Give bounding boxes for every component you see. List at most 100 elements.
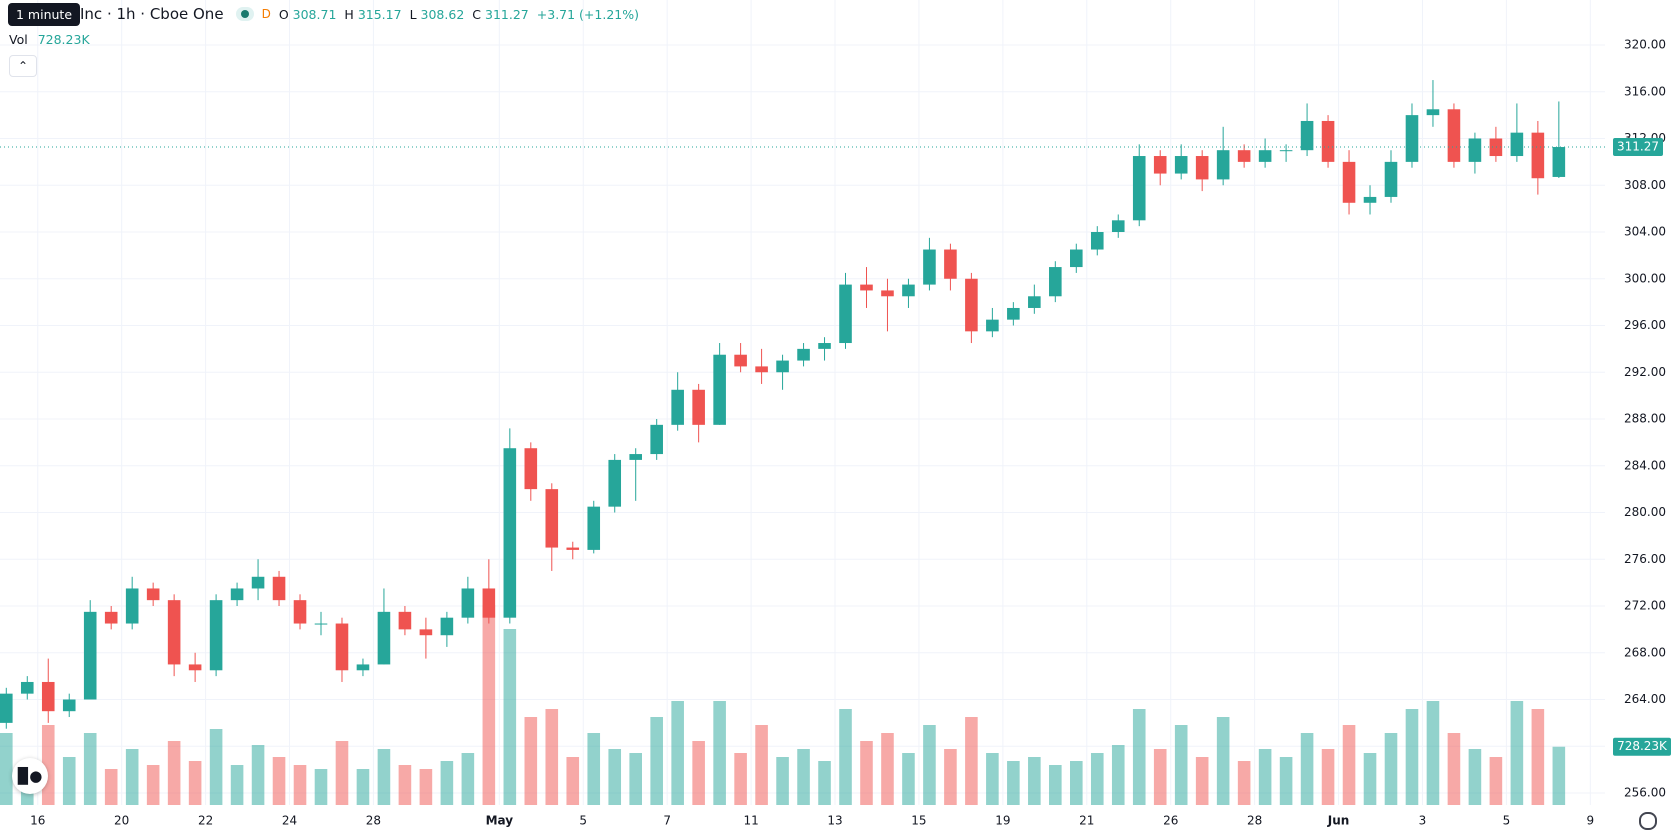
x-tick-label: 21: [1079, 814, 1094, 828]
volume-bar: [755, 725, 768, 805]
logo[interactable]: ▉●: [12, 758, 48, 794]
candle-body: [1132, 156, 1146, 221]
y-tick-label: 276.00: [1624, 552, 1666, 566]
volume-bar: [944, 749, 957, 805]
candle-body: [608, 459, 622, 507]
x-tick-label: 26: [1163, 814, 1178, 828]
volume-row: Vol 728.23K: [9, 32, 90, 47]
candle-body: [860, 284, 873, 291]
volume-bar: [818, 761, 831, 805]
collapse-button[interactable]: ⌃: [9, 55, 37, 77]
candle-body: [1216, 150, 1230, 180]
volume-bar: [104, 769, 118, 805]
candle-body: [1153, 156, 1167, 174]
volume-bar: [545, 709, 559, 805]
candle-body: [62, 699, 76, 712]
volume-bar: [1468, 749, 1482, 805]
x-tick-label: 28: [1247, 814, 1262, 828]
candle-body: [0, 693, 13, 723]
y-tick-label: 268.00: [1624, 645, 1666, 659]
volume-bar: [650, 717, 663, 805]
x-tick-label: 7: [663, 814, 671, 828]
candle-body: [440, 617, 454, 636]
volume-bar: [377, 749, 391, 805]
y-tick-label: 308.00: [1624, 178, 1666, 192]
volume-bar: [1007, 761, 1020, 805]
candle-body: [629, 454, 642, 460]
candle-body: [1405, 115, 1419, 162]
status-dot: [235, 7, 254, 21]
y-tick-label: 288.00: [1624, 412, 1666, 426]
volume-bar: [671, 701, 684, 805]
candle-body: [755, 366, 768, 373]
volume-bar: [419, 769, 433, 805]
volume-bar: [1258, 749, 1272, 805]
candle-body: [1510, 132, 1524, 157]
volume-bar: [1384, 733, 1398, 805]
candle-body: [1237, 150, 1251, 162]
candle-body: [671, 389, 684, 425]
volume-bar: [1049, 765, 1062, 805]
candle-body: [1468, 138, 1482, 162]
candle-body: [587, 506, 601, 550]
candle-body: [503, 448, 517, 618]
candle-body: [41, 681, 55, 712]
settings-icon[interactable]: [1639, 812, 1657, 830]
candle-body: [776, 360, 789, 373]
x-tick-label: 16: [30, 814, 45, 828]
volume-bar: [461, 753, 475, 805]
candle-body: [734, 354, 747, 367]
candle-body: [1174, 156, 1188, 174]
candle-body: [650, 424, 663, 455]
volume-bar: [503, 629, 517, 805]
candle-body: [230, 588, 244, 601]
candle-body: [167, 600, 181, 665]
volume-bar: [1111, 745, 1125, 805]
volume-bar: [83, 733, 97, 805]
candle-body: [1447, 109, 1461, 162]
candle-body: [1321, 120, 1335, 162]
volume-axis-label: 728.23K: [1617, 739, 1668, 753]
candle-body: [524, 448, 538, 490]
volume-bar: [1510, 701, 1524, 805]
candle-body: [146, 588, 160, 601]
high-value: 315.17: [357, 6, 402, 22]
candle-body: [1111, 220, 1125, 232]
last-price-box: [1613, 138, 1663, 157]
candle-body: [20, 681, 34, 694]
x-tick-label: 9: [1586, 814, 1594, 828]
candle-body: [293, 600, 307, 624]
candle-body: [839, 284, 852, 344]
x-tick-label: 20: [114, 814, 129, 828]
volume-bar: [482, 605, 496, 805]
candle-body: [902, 284, 915, 297]
candle-body: [1258, 150, 1272, 162]
x-tick-label: 15: [911, 814, 926, 828]
volume-bar: [797, 749, 810, 805]
volume-bar: [356, 769, 370, 805]
candle-body: [104, 611, 118, 624]
y-tick-label: 272.00: [1624, 599, 1666, 613]
candle-body: [986, 319, 999, 332]
y-tick-label: 256.00: [1624, 786, 1666, 800]
volume-bar: [1489, 757, 1503, 805]
volume-bar: [1174, 725, 1188, 805]
volume-bar: [209, 729, 223, 805]
tooltip: 1 minute: [8, 3, 81, 26]
volume-bar: [1447, 733, 1461, 805]
candle-body: [356, 664, 370, 671]
volume-bar: [1090, 753, 1104, 805]
volume-bar: [314, 769, 328, 805]
volume-bar: [1132, 709, 1146, 805]
candle-body: [209, 600, 223, 671]
candle-body: [1426, 109, 1440, 116]
x-tick-label: 28: [366, 814, 381, 828]
candle-body: [251, 576, 265, 589]
volume-bar: [902, 753, 915, 805]
volume-bar: [776, 757, 789, 805]
volume-bar: [713, 701, 726, 805]
symbol-title[interactable]: Inc · 1h · Cboe One: [80, 5, 224, 23]
